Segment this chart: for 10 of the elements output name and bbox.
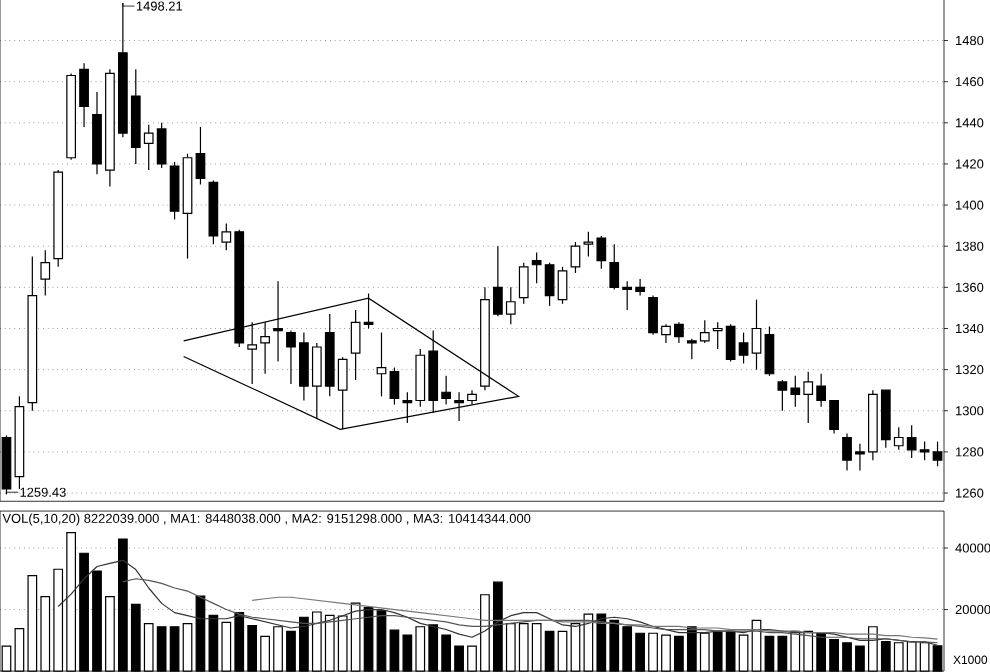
candlestick	[751, 299, 762, 371]
candlestick	[247, 321, 258, 385]
candlestick	[376, 332, 387, 397]
candlestick	[389, 366, 400, 406]
candlestick	[260, 321, 270, 375]
candlestick	[518, 262, 529, 305]
candlestick	[195, 126, 206, 186]
candlestick	[764, 325, 775, 377]
candlestick	[40, 249, 51, 297]
candlestick	[570, 241, 581, 274]
